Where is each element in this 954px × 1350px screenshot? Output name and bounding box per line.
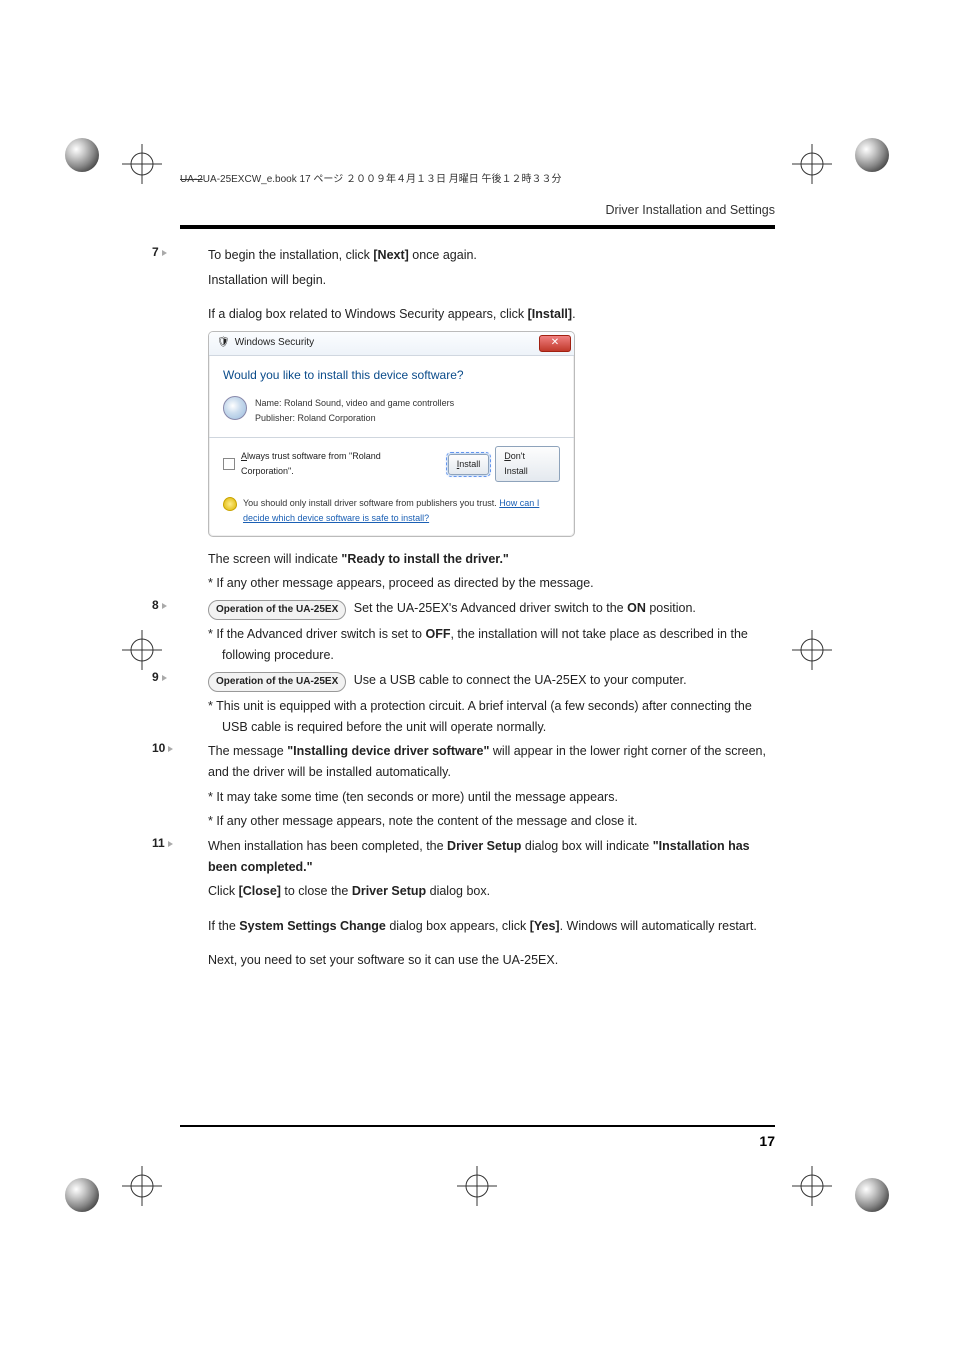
software-publisher: Publisher: Roland Corporation <box>255 411 454 426</box>
text: . Windows will automatically restart. <box>560 919 757 933</box>
dialog-title-text: Windows Security <box>235 335 314 352</box>
text: If the <box>208 919 239 933</box>
bold: [Install] <box>528 307 572 321</box>
always-trust-label: Always trust software from "Roland Corpo… <box>241 449 436 479</box>
footer: 17 <box>180 1125 775 1149</box>
header-lead: UA-2 <box>180 174 203 185</box>
text: to close the <box>281 884 352 898</box>
windows-security-dialog: 🛡 Windows Security ✕ Would you like to i… <box>208 331 575 537</box>
text: dialog box will indicate <box>521 839 652 853</box>
header-rule <box>180 225 775 229</box>
text: Click <box>208 884 239 898</box>
text: Installation will begin. <box>208 270 775 291</box>
bold: ON <box>627 601 646 615</box>
print-ball-tr <box>855 138 889 172</box>
text: Next, you need to set your software so i… <box>208 950 775 971</box>
bold: [Next] <box>373 248 408 262</box>
bold: "Ready to install the driver." <box>341 552 508 566</box>
text: dialog box appears, click <box>386 919 530 933</box>
text: . <box>572 307 575 321</box>
print-ball-bl <box>65 1178 99 1212</box>
text: position. <box>646 601 696 615</box>
warn-text: You should only install driver software … <box>243 498 499 508</box>
always-trust-checkbox[interactable] <box>223 458 235 470</box>
install-button[interactable]: Install <box>448 454 490 475</box>
text: Set the UA-25EX's Advanced driver switch… <box>354 601 627 615</box>
header-filename: UA-25EXCW_e.book <box>203 174 297 185</box>
manual-page: UA-2UA-25EXCW_e.book 17 ページ ２００９年４月１３日 月… <box>0 0 954 1350</box>
dont-install-button[interactable]: Don't Install <box>495 446 560 482</box>
step-9: 9 Operation of the UA-25EX Use a USB cab… <box>180 670 775 738</box>
text: If a dialog box related to Windows Secur… <box>208 307 528 321</box>
step-number: 8 <box>152 598 167 612</box>
shield-icon: 🛡 <box>217 335 230 352</box>
reg-mark-tl <box>120 142 164 186</box>
step-11: 11 When installation has been completed,… <box>180 836 775 971</box>
dialog-question: Would you like to install this device so… <box>223 366 560 386</box>
dialog-controls: Always trust software from "Roland Corpo… <box>209 437 574 490</box>
page-number: 17 <box>180 1133 775 1149</box>
step-number: 9 <box>152 670 167 684</box>
dialog-warning: You should only install driver software … <box>209 490 574 536</box>
print-ball-br <box>855 1178 889 1212</box>
reg-mark-r <box>790 628 834 672</box>
software-name: Name: Roland Sound, video and game contr… <box>255 396 454 411</box>
dialog-titlebar: 🛡 Windows Security ✕ <box>209 332 574 356</box>
text: The screen will indicate <box>208 552 341 566</box>
operation-pill: Operation of the UA-25EX <box>208 672 346 693</box>
operation-pill: Operation of the UA-25EX <box>208 600 346 621</box>
bullet: It may take some time (ten seconds or mo… <box>208 787 775 808</box>
reg-mark-l <box>120 628 164 672</box>
step-number: 10 <box>152 741 173 755</box>
bullet: If any other message appears, note the c… <box>208 811 775 832</box>
step-10: 10 The message "Installing device driver… <box>180 741 775 832</box>
reg-mark-br <box>790 1164 834 1208</box>
bullet: If any other message appears, proceed as… <box>208 573 775 594</box>
print-ball-tl <box>65 138 99 172</box>
text: dialog box. <box>426 884 490 898</box>
text: When installation has been completed, th… <box>208 839 447 853</box>
text: The message <box>208 744 287 758</box>
bold: Driver Setup <box>447 839 521 853</box>
text: Use a USB cable to connect the UA-25EX t… <box>354 673 687 687</box>
warn-shield-icon <box>223 497 237 511</box>
reg-mark-bl <box>120 1164 164 1208</box>
bold: Driver Setup <box>352 884 426 898</box>
bold: [Close] <box>239 884 281 898</box>
step-8: 8 Operation of the UA-25EX Set the UA-25… <box>180 598 775 666</box>
footer-rule <box>180 1125 775 1127</box>
bold: System Settings Change <box>239 919 386 933</box>
bold: "Installing device driver software" <box>287 744 489 758</box>
page-title: Driver Installation and Settings <box>180 203 775 225</box>
bold: [Yes] <box>530 919 560 933</box>
disc-icon <box>223 396 247 420</box>
reg-mark-b <box>455 1164 499 1208</box>
content-region: Driver Installation and Settings 7 To be… <box>180 203 775 975</box>
bullet: This unit is equipped with a protection … <box>208 696 775 737</box>
text: once again. <box>409 248 477 262</box>
step-number: 7 <box>152 245 167 259</box>
text: To begin the installation, click <box>208 248 373 262</box>
header-rest: 17 ページ ２００９年４月１３日 月曜日 午後１２時３３分 <box>300 174 562 185</box>
step-7: 7 To begin the installation, click [Next… <box>180 245 775 594</box>
bullet: If the Advanced driver switch is set to … <box>208 624 775 665</box>
reg-mark-tr <box>790 142 834 186</box>
step-number: 11 <box>152 836 173 850</box>
close-button[interactable]: ✕ <box>539 335 571 352</box>
print-header-line: UA-2UA-25EXCW_e.book 17 ページ ２００９年４月１３日 月… <box>180 170 562 185</box>
